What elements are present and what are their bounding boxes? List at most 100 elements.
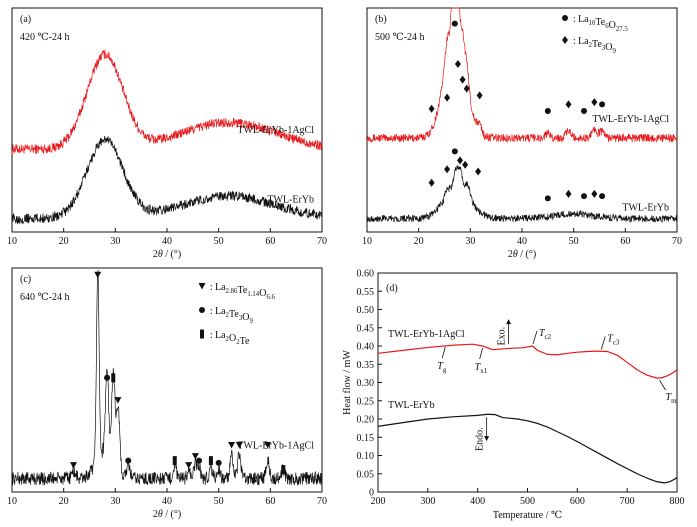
x-tick-label: 40 [162,496,172,507]
panel-c: TWL-ErYb-1AgCl 10 20 30 40 50 60 70 2θ / (°) (c) 6… [7,267,327,520]
peak-diamond-marker [591,189,598,198]
x-tick-label: 50 [214,496,224,507]
series-label: TWL-ErYb-1AgCl [592,114,669,125]
x-tick-label: 30 [465,236,475,247]
x-tick-label: 60 [265,236,275,247]
x-axis-label: 2θ / (°) [153,509,181,520]
endo-arrowhead [484,436,490,442]
y-tick-label: 0.25 [357,396,375,407]
y-tick-label: 0.60 [357,269,375,280]
x-tick-label: 30 [110,236,120,247]
legend-label: La2Te3O9 [215,306,253,325]
legend-label: La2O2Te [215,330,250,347]
y-tick-label: 0.55 [357,287,375,298]
y-tick-label: 0 [369,488,374,499]
peak-triangle-marker [185,462,193,469]
y-tick-label: 0.10 [357,451,375,462]
condition-label: 640 ℃-24 h [20,292,70,303]
legend-separator: : [210,330,213,341]
legend-separator: : [573,14,576,25]
x-tick-label: 40 [162,236,172,247]
y-tick-label: 0.40 [357,342,375,353]
x-tick-label: 60 [265,496,275,507]
annotation-arrow [659,379,666,391]
temperature-annotation: Tm [666,392,678,405]
peak-triangle-marker [94,271,102,279]
peak-diamond-marker [444,93,451,102]
peak-circle-marker [544,195,551,202]
x-tick-label: 10 [7,496,17,507]
annotation-arrow [441,346,446,359]
peak-diamond-marker [475,167,482,176]
y-tick-label: 0.05 [357,469,375,480]
exo-arrowhead [506,319,512,325]
peak-rect-marker [111,373,116,383]
peak-diamond-marker [444,165,451,174]
peak-circle-marker [215,459,222,466]
series-label: TWL-ErYb-1AgCl [388,329,465,340]
legend-label: La10Te6O27.5 [578,14,628,33]
y-axis-label: Heat flow / mW [342,350,353,415]
peak-circle-marker [544,108,551,115]
temperature-annotation: Tg [437,361,447,374]
series-label: TWL-ErYb [388,400,435,411]
y-tick-label: 0.15 [357,433,375,444]
legend-label: La2.86Te1.14O6.6 [215,282,276,301]
panel-b: TWL-ErYb-1AgCl TWL-ErYb 10 20 30 40 50 60 70 2θ /… [362,7,682,260]
x-axis-label: 2θ / (°) [153,249,181,260]
annotation-arrow [600,336,606,350]
peak-diamond-marker [457,156,463,165]
peak-triangle-marker [235,441,243,449]
exo-label: Exo. [497,327,508,346]
series-line [366,164,678,224]
peak-circle-marker [125,457,132,464]
peak-triangle-marker [264,441,272,449]
peak-diamond-marker [428,104,435,113]
peak-diamond-marker [565,100,572,109]
temperature-annotation: Tc3 [607,333,620,346]
peak-circle-marker [581,108,587,115]
peak-triangle-marker [114,397,122,404]
annotation-arrow [532,330,538,345]
peak-diamond-marker [565,189,572,198]
x-tick-label: 800 [670,496,685,507]
series-line [11,269,323,486]
x-tick-label: 500 [520,496,535,507]
temperature-annotation: Tc2 [539,328,552,341]
peak-circle-marker [451,148,458,155]
series-label: TWL-ErYb-1AgCl [237,441,314,452]
peak-circle-marker [451,20,458,27]
peak-triangle-marker [191,453,199,460]
peak-circle-marker [599,101,606,108]
x-tick-label: 400 [470,496,485,507]
condition-label: 420 ℃-24 h [20,32,70,43]
panel-d: 0 0.05 0.10 0.15 0.20 0.25 0.30 0.35 0.40 0.45 0.5… [342,269,685,522]
panel-label: (b) [375,14,387,25]
x-tick-label: 600 [570,496,585,507]
x-tick-label: 50 [569,236,579,247]
peak-rect-marker [172,456,177,466]
peak-circle-marker [196,457,203,464]
legend-separator: : [210,306,213,317]
peak-diamond-marker [463,84,470,93]
series-label: TWL-ErYb [267,195,314,206]
y-tick-label: 0.20 [357,415,375,426]
panel-label: (a) [20,14,31,25]
x-tick-label: 50 [214,236,224,247]
legend-circle-marker [562,15,568,21]
temperature-annotation: Tx1 [475,362,488,375]
panel-label: (c) [20,274,31,285]
x-tick-label: 10 [7,236,17,247]
x-tick-label: 70 [672,236,682,247]
peak-circle-marker [599,193,606,200]
legend-diamond-marker [562,36,568,44]
series-label: TWL-ErYb [622,203,669,214]
x-tick-label: 40 [517,236,527,247]
series-line [11,135,323,225]
x-tick-label: 60 [620,236,630,247]
legend-separator: : [573,36,576,47]
peak-circle-marker [581,193,587,200]
x-tick-label: 10 [362,236,372,247]
